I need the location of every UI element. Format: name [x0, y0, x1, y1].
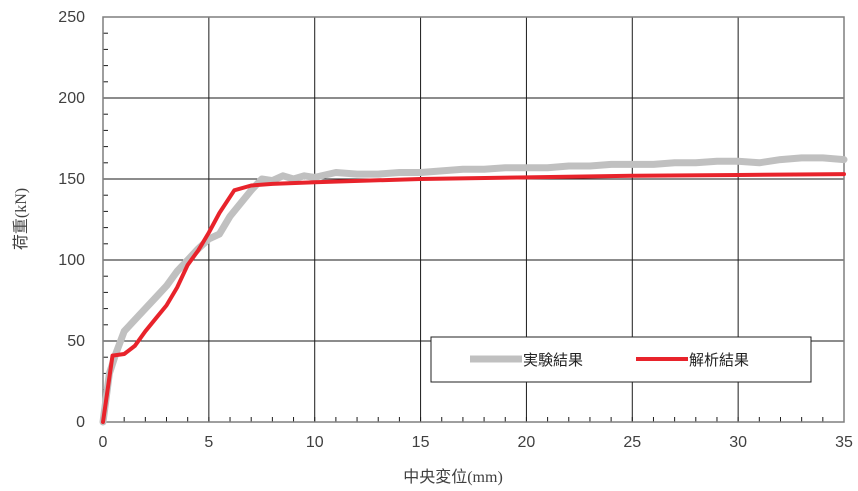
x-tick-labels: 0 5 10 15 20 25 30 35 [99, 434, 853, 451]
series-layer [99, 154, 848, 426]
y-tick-label: 50 [67, 333, 85, 350]
x-tick-label: 0 [99, 434, 108, 451]
y-tick-label: 0 [76, 414, 85, 431]
x-tick-label: 35 [835, 434, 853, 451]
x-tick-label: 30 [729, 434, 747, 451]
y-tick-labels: 0 50 100 150 200 250 [58, 9, 85, 431]
legend-label-analysis: 解析結果 [689, 351, 749, 369]
x-tick-label: 25 [623, 434, 641, 451]
series-line-experiment [99, 154, 848, 426]
plot-border [102, 16, 845, 423]
x-tick-label: 20 [518, 434, 536, 451]
legend-label-experiment: 実験結果 [523, 351, 583, 369]
series-line-analysis [101, 172, 846, 424]
y-tick-label: 150 [58, 171, 85, 188]
y-tick-label: 250 [58, 9, 85, 26]
y-tick-label: 200 [58, 90, 85, 107]
y-tick-label: 100 [58, 252, 85, 269]
x-tick-label: 10 [306, 434, 324, 451]
x-tick-label: 5 [204, 434, 213, 451]
x-axis-title: 中央変位(mm) [403, 468, 503, 486]
legend: 実験結果 解析結果 [430, 336, 812, 383]
x-tick-label: 15 [412, 434, 430, 451]
y-axis-title: 荷重(kN) [12, 188, 30, 250]
